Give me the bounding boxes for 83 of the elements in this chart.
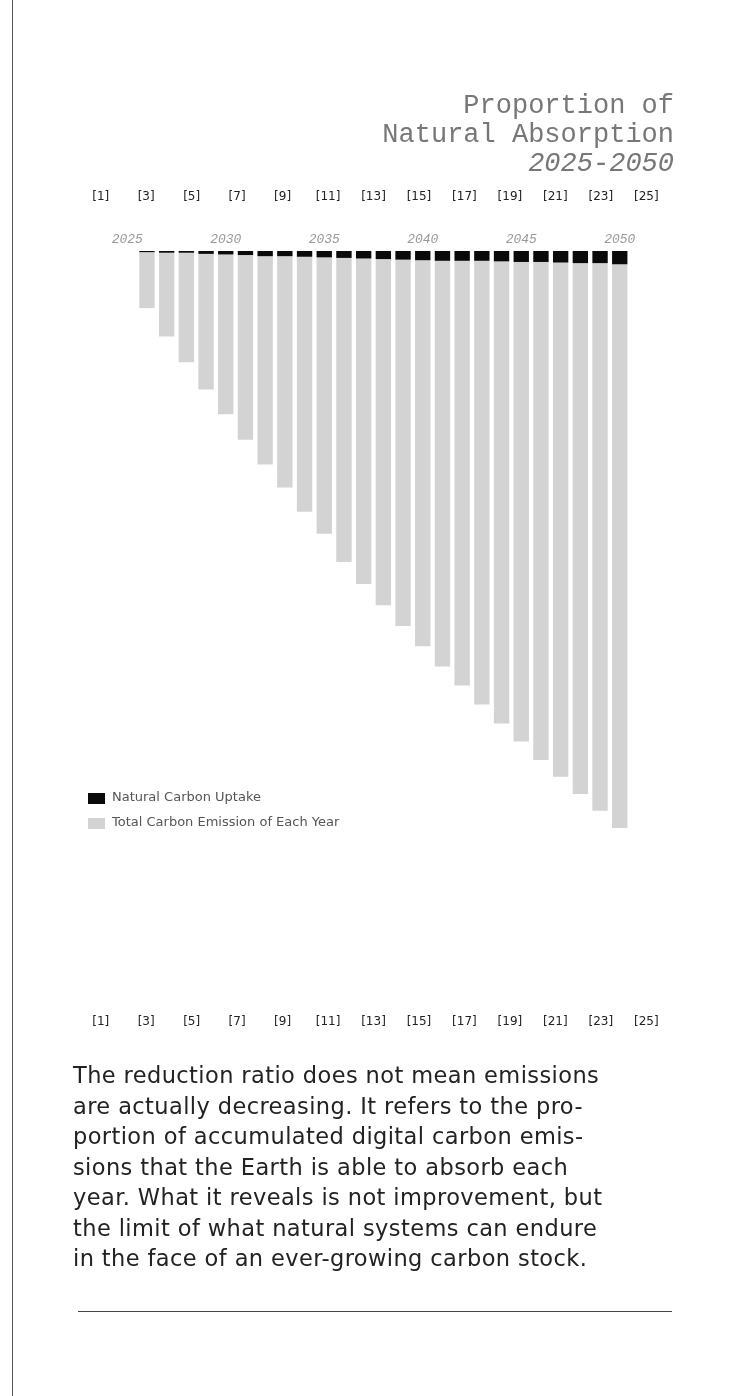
text: [23] [588,189,614,204]
text: [19] [497,189,523,204]
chart-title: Proportion of Natural Absorption [381,91,674,150]
x-tick-label: 2025 [111,231,144,247]
text: [9] [274,1014,292,1029]
text: [23] [588,1014,614,1029]
text: [1] [92,189,110,204]
bar [198,253,214,390]
bar [316,257,332,534]
x-tick-label: 2045 [505,231,538,247]
bar [415,260,431,647]
x-tick-label: 2035 [308,231,341,247]
bar [474,251,490,261]
text: [7] [228,189,246,204]
text: [21] [543,1014,568,1029]
bar [434,260,451,667]
legend-label: Total Carbon Emission of Each Year [111,814,340,830]
x-tick-label: 2040 [407,231,439,247]
bar [218,254,234,415]
text: [9] [274,189,292,204]
text: [11] [315,189,341,204]
bar [493,261,510,724]
bar [434,251,451,261]
bar [592,263,608,811]
bar [395,259,411,627]
bar [395,251,411,260]
bar [296,256,313,512]
text: [17] [452,1014,477,1029]
bar [612,264,628,828]
bar [296,251,313,257]
text: [3] [137,189,155,204]
bar [336,257,352,562]
bar [533,251,549,262]
text: [1] [92,1014,110,1029]
bar [612,251,628,265]
legend-label: Natural Carbon Uptake [112,789,261,805]
bar [257,251,273,257]
bar [178,252,195,363]
bar [375,251,392,260]
text: [21] [543,189,568,204]
text: [13] [361,1014,386,1029]
bar [375,259,392,606]
text: The reduction ratio does not mean emissions are actually decreasing. It refers to the pro- portion of accumulated digital carbon emis- sions that the Earth is able to absorb each year. What it reveals is not improvement, but the limit of what natural systems can endure in the face of an ever-growing carbon stock. [73,1061,603,1273]
bar [237,255,254,440]
text: [5] [183,1014,201,1029]
text: [25] [633,1014,659,1029]
bar [277,256,293,488]
text: [13] [361,189,386,204]
bar [513,251,529,262]
chart-subtitle: 2025-2050 [527,149,674,179]
bar [237,251,254,256]
text: [25] [633,189,659,204]
x-tick-label: 2030 [210,231,242,247]
bar [533,261,549,760]
text: [5] [183,189,201,204]
bar [552,262,569,777]
text: [15] [406,1014,432,1029]
bar [592,251,608,264]
bar [454,260,470,686]
bar [355,258,372,584]
bar [139,252,155,309]
text: [7] [228,1014,246,1029]
text: [19] [497,1014,523,1029]
bar [415,251,431,261]
bar [158,252,175,337]
text: [11] [315,1014,341,1029]
bar [316,251,332,258]
bar [474,260,490,705]
bar [493,251,510,262]
text: [17] [452,189,477,204]
bar [454,251,470,261]
bar [552,251,569,263]
bar [336,251,352,258]
text: [15] [406,189,432,204]
x-tick-label: 2050 [604,231,636,247]
bar [572,263,589,794]
bar [572,251,589,264]
bar [513,261,529,742]
bar [355,251,372,259]
bar [277,251,293,257]
bar [198,251,214,254]
text: [3] [137,1014,155,1029]
bar [257,256,273,465]
